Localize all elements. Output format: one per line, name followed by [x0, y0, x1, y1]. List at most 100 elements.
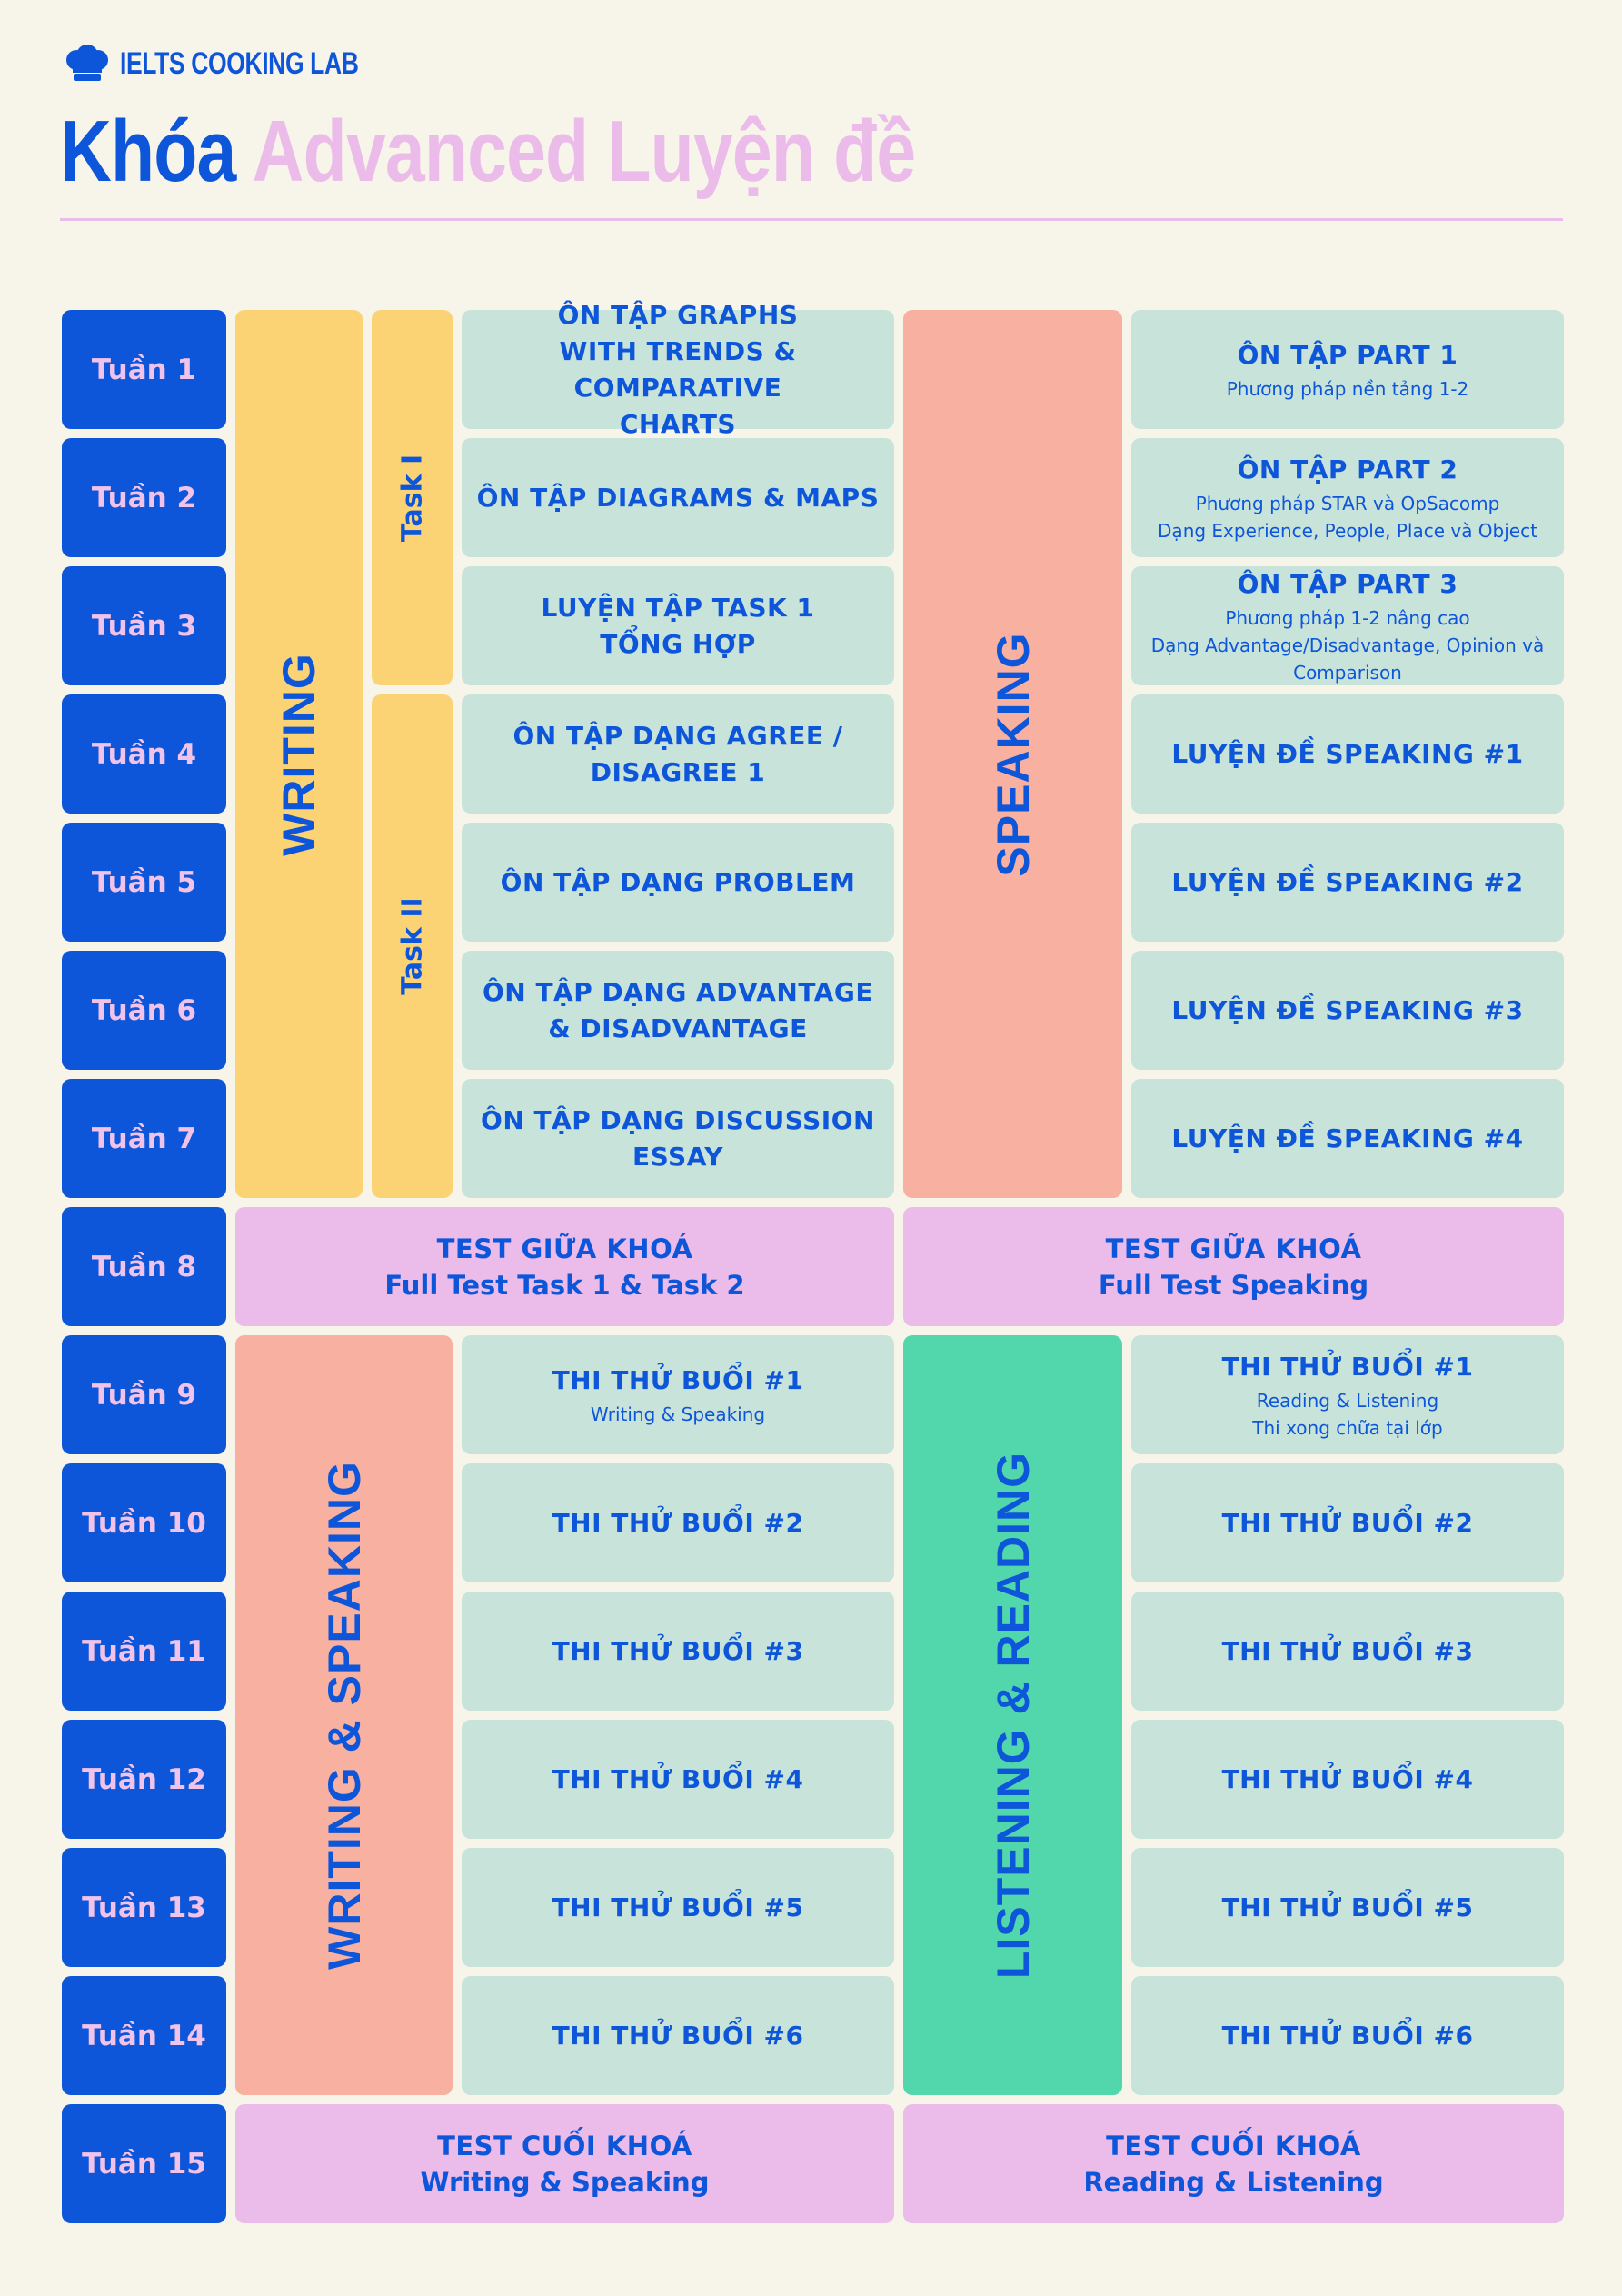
writing-band: WRITING: [235, 310, 363, 1198]
speaking-topic: ÔN TẬP PART 1 Phương pháp nền tảng 1-2: [1131, 310, 1564, 429]
writing-speaking-band-label: WRITING & SPEAKING: [318, 1461, 370, 1970]
final-ws-subtitle: Writing & Speaking: [420, 2166, 710, 2198]
mock-lr-session-title: THI THỬ BUỔI #4: [1221, 1763, 1474, 1794]
mock-ws-session: THI THỬ BUỔI #2: [462, 1463, 894, 1582]
week-label: Tuần 13: [62, 1848, 226, 1967]
midterm-writing: TEST GIỮA KHOÁ Full Test Task 1 & Task 2: [235, 1207, 894, 1326]
mock-ws-session: THI THỬ BUỔI #4: [462, 1720, 894, 1839]
speaking-topic-subtitle: Phương pháp 1-2 nâng cao Dạng Advantage/…: [1150, 606, 1545, 684]
writing-topic: ÔN TẬP GRAPHS WITH TRENDS & COMPARATIVE …: [462, 300, 894, 439]
speaking-topic-title: LUYỆN ĐỀ SPEAKING #3: [1171, 994, 1524, 1025]
week-label: Tuần 7: [62, 1079, 226, 1198]
task1-band: Task I: [372, 310, 453, 685]
title-part1: Khóa: [60, 103, 236, 200]
title-divider: [60, 218, 1563, 221]
speaking-topic-subtitle: Phương pháp STAR và OpSacomp Dạng Experi…: [1158, 492, 1537, 542]
speaking-band-label: SPEAKING: [987, 631, 1039, 877]
speaking-topic: LUYỆN ĐỀ SPEAKING #4: [1131, 1079, 1564, 1198]
mock-ws-session-title: THI THỬ BUỔI #2: [552, 1507, 804, 1538]
speaking-topic: LUYỆN ĐỀ SPEAKING #3: [1131, 951, 1564, 1070]
week-label: Tuần 4: [62, 694, 226, 814]
mock-ws-session: THI THỬ BUỔI #6: [462, 1976, 894, 2095]
mock-ws-session: THI THỬ BUỔI #1 Writing & Speaking: [462, 1335, 894, 1454]
writing-topic: ÔN TẬP DIAGRAMS & MAPS: [462, 438, 894, 557]
writing-topic: ÔN TẬP DẠNG PROBLEM: [462, 823, 894, 942]
writing-topic-title: LUYỆN TẬP TASK 1 TỔNG HỢP: [541, 592, 815, 659]
listening-reading-band: LISTENING & READING: [903, 1335, 1122, 2095]
speaking-topic-title: ÔN TẬP PART 2: [1237, 454, 1458, 484]
speaking-topic-title: ÔN TẬP PART 1: [1237, 339, 1458, 370]
writing-topic: ÔN TẬP DẠNG ADVANTAGE & DISADVANTAGE: [462, 951, 894, 1070]
midterm-writing-title: TEST GIỮA KHOÁ: [436, 1233, 693, 1264]
writing-speaking-band: WRITING & SPEAKING: [235, 1335, 453, 2095]
writing-topic: ÔN TẬP DẠNG AGREE / DISAGREE 1: [462, 694, 894, 814]
course-schedule: WRITING Task I Task II SPEAKING TEST GIỮ…: [62, 300, 1564, 2223]
mock-lr-session-title: THI THỬ BUỔI #5: [1221, 1892, 1474, 1922]
writing-topic: LUYỆN TẬP TASK 1 TỔNG HỢP: [462, 566, 894, 685]
week-label: Tuần 2: [62, 438, 226, 557]
week-label: Tuần 9: [62, 1335, 226, 1454]
final-ws-title: TEST CUỐI KHOÁ: [437, 2130, 692, 2161]
writing-topic-title: ÔN TẬP GRAPHS WITH TRENDS & COMPARATIVE …: [557, 299, 799, 439]
mock-ws-session: THI THỬ BUỔI #3: [462, 1592, 894, 1711]
brand-name: IELTS COOKING LAB: [120, 45, 359, 81]
speaking-topic: ÔN TẬP PART 3 Phương pháp 1-2 nâng cao Dạ…: [1131, 566, 1564, 685]
speaking-topic: LUYỆN ĐỀ SPEAKING #1: [1131, 694, 1564, 814]
task1-band-label: Task I: [396, 454, 428, 542]
mock-lr-session: THI THỬ BUỔI #1 Reading & Listening Thi x…: [1131, 1335, 1564, 1454]
mock-ws-session-title: THI THỬ BUỔI #6: [552, 2020, 804, 2051]
week-label: Tuần 8: [62, 1207, 226, 1326]
midterm-speaking-subtitle: Full Test Speaking: [1098, 1269, 1369, 1301]
mock-ws-session-title: THI THỬ BUỔI #3: [552, 1635, 804, 1666]
mock-ws-session-title: THI THỬ BUỔI #1: [552, 1364, 804, 1395]
page-title: Khóa Advanced Luyện đề: [60, 102, 917, 202]
writing-topic-title: ÔN TẬP DẠNG DISCUSSION ESSAY: [481, 1104, 875, 1172]
speaking-band: SPEAKING: [903, 310, 1122, 1198]
week-label: Tuần 6: [62, 951, 226, 1070]
week-label: Tuần 11: [62, 1592, 226, 1711]
mock-lr-session-title: THI THỬ BUỔI #6: [1221, 2020, 1474, 2051]
speaking-topic-subtitle: Phương pháp nền tảng 1-2: [1226, 377, 1469, 400]
mock-lr-session: THI THỬ BUỔI #2: [1131, 1463, 1564, 1582]
task2-band: Task II: [372, 694, 453, 1198]
writing-topic-title: ÔN TẬP DẠNG PROBLEM: [500, 866, 856, 897]
chef-hat-icon: [66, 45, 108, 81]
final-reading-listening: TEST CUỐI KHOÁ Reading & Listening: [903, 2104, 1564, 2223]
mock-lr-session: THI THỬ BUỔI #3: [1131, 1592, 1564, 1711]
title-part2: Advanced Luyện đề: [252, 103, 917, 200]
midterm-writing-subtitle: Full Test Task 1 & Task 2: [384, 1269, 745, 1301]
week-label: Tuần 5: [62, 823, 226, 942]
mock-ws-session-title: THI THỬ BUỔI #4: [552, 1763, 804, 1794]
speaking-topic: ÔN TẬP PART 2 Phương pháp STAR và OpSacom…: [1131, 438, 1564, 557]
mock-lr-session-title: THI THỬ BUỔI #1: [1221, 1351, 1474, 1382]
writing-band-label: WRITING: [274, 652, 324, 856]
week-label: Tuần 1: [62, 310, 226, 429]
task2-band-label: Task II: [396, 897, 428, 995]
week-label: Tuần 14: [62, 1976, 226, 2095]
week-label: Tuần 10: [62, 1463, 226, 1582]
midterm-speaking: TEST GIỮA KHOÁ Full Test Speaking: [903, 1207, 1564, 1326]
writing-topic-title: ÔN TẬP DẠNG AGREE / DISAGREE 1: [512, 720, 843, 787]
mock-lr-session-subtitle: Reading & Listening Thi xong chữa tại lớ…: [1252, 1389, 1443, 1439]
listening-reading-band-label: LISTENING & READING: [987, 1451, 1039, 1980]
speaking-topic-title: LUYỆN ĐỀ SPEAKING #4: [1171, 1123, 1524, 1153]
writing-topic-title: ÔN TẬP DIAGRAMS & MAPS: [476, 482, 880, 513]
mock-lr-session: THI THỬ BUỔI #4: [1131, 1720, 1564, 1839]
final-rl-subtitle: Reading & Listening: [1083, 2166, 1384, 2198]
writing-topic: ÔN TẬP DẠNG DISCUSSION ESSAY: [462, 1079, 894, 1198]
mock-lr-session-title: THI THỬ BUỔI #3: [1221, 1635, 1474, 1666]
writing-topic-title: ÔN TẬP DẠNG ADVANTAGE & DISADVANTAGE: [482, 976, 874, 1043]
week-label: Tuần 12: [62, 1720, 226, 1839]
final-writing-speaking: TEST CUỐI KHOÁ Writing & Speaking: [235, 2104, 894, 2223]
speaking-topic-title: LUYỆN ĐỀ SPEAKING #1: [1171, 738, 1524, 769]
midterm-speaking-title: TEST GIỮA KHOÁ: [1105, 1233, 1362, 1264]
brand: IELTS COOKING LAB: [62, 44, 426, 84]
mock-ws-session: THI THỬ BUỔI #5: [462, 1848, 894, 1967]
mock-lr-session-title: THI THỬ BUỔI #2: [1221, 1507, 1474, 1538]
final-rl-title: TEST CUỐI KHOÁ: [1106, 2130, 1361, 2161]
mock-ws-session-subtitle: Writing & Speaking: [590, 1403, 766, 1425]
mock-ws-session-title: THI THỬ BUỔI #5: [552, 1892, 804, 1922]
week-label: Tuần 15: [62, 2104, 226, 2223]
speaking-topic-title: LUYỆN ĐỀ SPEAKING #2: [1171, 866, 1524, 897]
speaking-topic-title: ÔN TẬP PART 3: [1237, 568, 1458, 599]
